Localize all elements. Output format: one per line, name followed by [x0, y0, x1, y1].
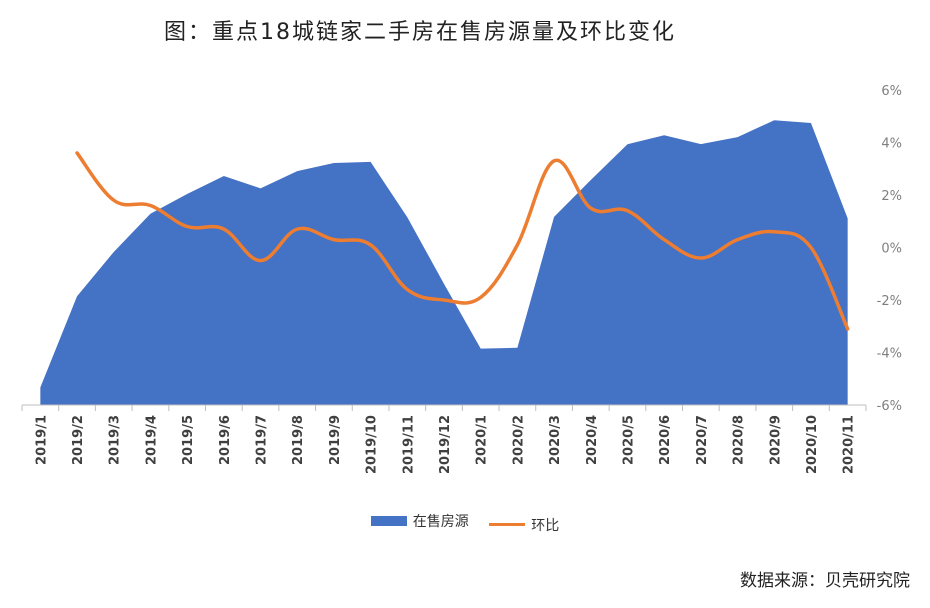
x-tick-label: 2019/5 — [181, 415, 196, 465]
x-tick-label: 2019/6 — [218, 415, 233, 465]
x-tick-label: 2019/11 — [401, 415, 416, 474]
x-tick-label: 2020/11 — [842, 415, 857, 474]
x-tick-label: 2019/1 — [34, 415, 49, 465]
legend-swatch-area — [370, 516, 407, 526]
y2-tick-label: -2% — [877, 294, 902, 309]
y2-tick-label: 6% — [881, 84, 902, 99]
x-tick-label: 2019/9 — [328, 415, 343, 465]
x-tick-label: 2019/7 — [255, 415, 270, 465]
line-series-mom — [75, 151, 850, 331]
x-tick-label: 2020/5 — [621, 415, 636, 465]
legend: 在售房源 环比 — [0, 511, 930, 535]
legend-item-line: 环比 — [489, 515, 559, 535]
legend-item-area: 在售房源 — [370, 511, 469, 531]
x-tick-label: 2020/6 — [658, 415, 673, 465]
source-note: 数据来源：贝壳研究院 — [740, 571, 910, 591]
area-series-listings — [40, 120, 848, 405]
x-tick-label: 2020/9 — [768, 415, 783, 465]
x-tick-label: 2020/1 — [475, 415, 490, 465]
x-tick-label: 2019/8 — [291, 415, 306, 465]
y2-tick-label: 2% — [881, 189, 902, 204]
x-tick-label: 2020/7 — [695, 415, 710, 465]
y2-tick-label: -4% — [877, 347, 902, 362]
y2-tick-label: 4% — [881, 137, 902, 152]
y2-tick-label: -6% — [877, 399, 902, 414]
legend-label-line: 环比 — [531, 517, 560, 534]
chart-title: 图：重点18城链家二手房在售房源量及环比变化 — [164, 20, 676, 45]
x-tick-label: 2020/3 — [548, 415, 563, 465]
x-tick-label: 2019/3 — [108, 415, 123, 465]
x-tick-label: 2019/12 — [438, 415, 453, 474]
x-tick-label: 2019/2 — [71, 415, 86, 465]
y2-tick-label: 0% — [881, 242, 902, 257]
x-tick-label: 2020/10 — [805, 415, 820, 474]
legend-swatch-line — [489, 523, 526, 526]
x-tick-label: 2020/4 — [585, 415, 600, 465]
x-tick-label: 2019/4 — [144, 415, 159, 465]
x-tick-label: 2019/10 — [365, 415, 380, 474]
x-tick-label: 2020/8 — [732, 415, 747, 465]
x-tick-label: 2020/2 — [511, 415, 526, 465]
legend-label-area: 在售房源 — [412, 514, 469, 530]
